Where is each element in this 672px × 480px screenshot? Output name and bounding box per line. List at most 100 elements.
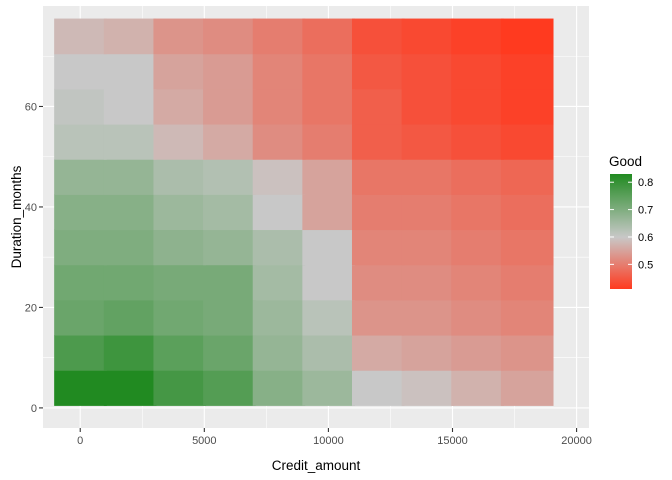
heatmap-cell xyxy=(500,335,554,371)
heatmap-cell xyxy=(451,370,504,406)
heatmap-cell xyxy=(351,229,405,266)
y-tick-label: 40 xyxy=(25,202,37,214)
heatmap-cell xyxy=(153,194,207,231)
heatmap-cell xyxy=(401,194,455,231)
heatmap-cell xyxy=(351,124,405,160)
heatmap-cell xyxy=(103,159,157,195)
heatmap-cell xyxy=(451,88,504,125)
heatmap-cell xyxy=(103,264,157,301)
heatmap-cell xyxy=(103,194,157,231)
heatmap-cell xyxy=(351,299,405,336)
heatmap-cell xyxy=(252,88,306,125)
heatmap-cell xyxy=(302,159,355,195)
heatmap-cell xyxy=(252,194,306,231)
heatmap-cell xyxy=(351,264,405,301)
heatmap-cell xyxy=(153,159,207,195)
heatmap-cell xyxy=(401,124,455,160)
color-legend: Good 0.5 0.6 0.7 0.8 xyxy=(609,154,653,289)
x-tick-label: 0 xyxy=(77,435,83,447)
heatmap-cell xyxy=(103,124,157,160)
heatmap-cell xyxy=(500,159,554,195)
heatmap-cell xyxy=(401,299,455,336)
heatmap-cell xyxy=(153,370,207,406)
heatmap-cell xyxy=(203,53,256,90)
heatmap-cell xyxy=(203,159,256,195)
heatmap-cell xyxy=(153,335,207,371)
heatmap-cell xyxy=(401,159,455,195)
heatmap-cell xyxy=(103,299,157,336)
heatmap-cell xyxy=(103,335,157,371)
heatmap-cell xyxy=(54,53,107,90)
heatmap-cell xyxy=(302,229,355,266)
legend-title: Good xyxy=(609,154,642,169)
heatmap-cell xyxy=(351,88,405,125)
y-tick-label: 0 xyxy=(31,403,37,415)
legend-tick-label: 0.7 xyxy=(638,205,653,217)
heatmap-cell xyxy=(252,18,306,55)
heatmap-cell xyxy=(500,194,554,231)
x-tick-label: 15000 xyxy=(437,435,468,447)
heatmap-cell xyxy=(451,18,504,55)
heatmap-cells xyxy=(54,18,554,406)
heatmap-cell xyxy=(103,18,157,55)
legend-tick-label: 0.8 xyxy=(638,177,653,189)
heatmap-cell xyxy=(153,124,207,160)
heatmap-cell xyxy=(203,264,256,301)
heatmap-cell xyxy=(351,370,405,406)
heatmap-cell xyxy=(451,124,504,160)
heatmap-cell xyxy=(54,370,107,406)
x-tick-label: 10000 xyxy=(313,435,344,447)
heatmap-cell xyxy=(451,335,504,371)
heatmap-cell xyxy=(302,264,355,301)
x-axis-title: Credit_amount xyxy=(272,458,361,473)
heatmap-cell xyxy=(351,53,405,90)
heatmap-cell xyxy=(54,18,107,55)
heatmap-cell xyxy=(351,159,405,195)
heatmap-cell xyxy=(401,229,455,266)
heatmap-cell xyxy=(401,264,455,301)
heatmap-cell xyxy=(153,299,207,336)
heatmap-cell xyxy=(103,370,157,406)
x-tick-label: 20000 xyxy=(561,435,592,447)
heatmap-cell xyxy=(401,53,455,90)
heatmap-cell xyxy=(500,229,554,266)
heatmap-cell xyxy=(451,53,504,90)
y-tick-label: 60 xyxy=(25,101,37,113)
heatmap-cell xyxy=(153,88,207,125)
heatmap-cell xyxy=(302,194,355,231)
legend-ticks: 0.5 0.6 0.7 0.8 xyxy=(610,177,653,271)
heatmap-cell xyxy=(203,194,256,231)
heatmap-cell xyxy=(302,370,355,406)
heatmap-cell xyxy=(54,159,107,195)
heatmap-cell xyxy=(351,335,405,371)
heatmap-cell xyxy=(401,18,455,55)
heatmap-cell xyxy=(500,370,554,406)
heatmap-cell xyxy=(203,370,256,406)
heatmap-cell xyxy=(302,124,355,160)
heatmap-cell xyxy=(252,264,306,301)
y-axis: 0 20 40 60 xyxy=(25,101,43,415)
heatmap-cell xyxy=(54,124,107,160)
heatmap-cell xyxy=(203,299,256,336)
heatmap-cell xyxy=(54,229,107,266)
heatmap-cell xyxy=(103,88,157,125)
legend-color-bar xyxy=(610,174,632,289)
heatmap-cell xyxy=(153,53,207,90)
heatmap-cell xyxy=(500,299,554,336)
heatmap-cell xyxy=(203,335,256,371)
y-tick-label: 20 xyxy=(25,302,37,314)
heatmap-cell xyxy=(54,264,107,301)
heatmap-cell xyxy=(302,335,355,371)
heatmap-cell xyxy=(302,53,355,90)
heatmap-cell xyxy=(203,229,256,266)
heatmap-cell xyxy=(451,264,504,301)
heatmap-cell xyxy=(351,18,405,55)
heatmap-cell xyxy=(252,124,306,160)
heatmap-cell xyxy=(302,88,355,125)
heatmap-cell xyxy=(153,18,207,55)
heatmap-cell xyxy=(252,159,306,195)
heatmap-cell xyxy=(153,264,207,301)
heatmap-cell xyxy=(203,88,256,125)
legend-tick-label: 0.6 xyxy=(638,232,653,244)
